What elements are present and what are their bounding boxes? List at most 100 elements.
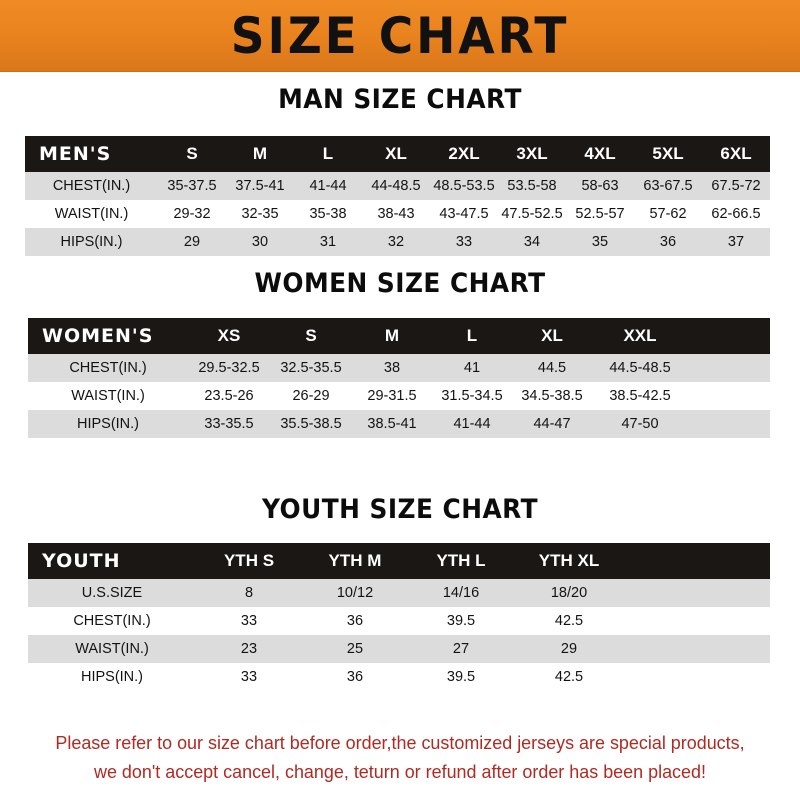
men-column-header: M xyxy=(226,136,294,172)
youth-row-label: U.S.SIZE xyxy=(28,579,196,607)
youth-table-head: YOUTH YTH S YTH M YTH L YTH XL xyxy=(28,543,770,579)
youth-section-title: YOUTH SIZE CHART xyxy=(261,494,539,525)
youth-size-table: YOUTH YTH S YTH M YTH L YTH XL U.S.SIZE 8 10/1… xyxy=(28,543,770,691)
youth-column-header: YTH XL xyxy=(514,543,624,579)
disclaimer-line-1: Please refer to our size chart before or… xyxy=(55,732,745,753)
youth-cell: 18/20 xyxy=(514,579,624,607)
women-table-head: WOMEN'S XS S M L XL XXL xyxy=(28,318,770,354)
men-cell: 41-44 xyxy=(294,172,362,200)
order-policy-disclaimer: Please refer to our size chart before or… xyxy=(12,728,788,786)
youth-cell xyxy=(624,579,770,607)
women-cell: 23.5-26 xyxy=(188,382,270,410)
youth-table-row: U.S.SIZE 8 10/12 14/16 18/20 xyxy=(28,579,770,607)
men-cell: 35-37.5 xyxy=(158,172,226,200)
youth-table-body: U.S.SIZE 8 10/12 14/16 18/20 CHEST(IN.) 33 36 39… xyxy=(28,579,770,691)
men-column-header: S xyxy=(158,136,226,172)
men-cell: 37.5-41 xyxy=(226,172,294,200)
youth-cell xyxy=(624,607,770,635)
women-cell: 41 xyxy=(432,354,512,382)
youth-cell: 39.5 xyxy=(408,607,514,635)
women-row-label-header: WOMEN'S xyxy=(28,318,188,354)
men-cell: 34 xyxy=(498,228,566,256)
men-cell: 38-43 xyxy=(362,200,430,228)
youth-cell: 42.5 xyxy=(514,663,624,691)
youth-table-row: HIPS(IN.) 33 36 39.5 42.5 xyxy=(28,663,770,691)
youth-cell: 42.5 xyxy=(514,607,624,635)
men-cell: 52.5-57 xyxy=(566,200,634,228)
men-table-row: CHEST(IN.) 35-37.5 37.5-41 41-44 44-48.5 48.5… xyxy=(25,172,770,200)
women-table-body: CHEST(IN.) 29.5-32.5 32.5-35.5 38 41 44.5 44.5… xyxy=(28,354,770,438)
youth-column-header: YTH M xyxy=(302,543,408,579)
men-cell: 44-48.5 xyxy=(362,172,430,200)
men-cell: 43-47.5 xyxy=(430,200,498,228)
men-table-row: HIPS(IN.) 29 30 31 32 33 34 35 36 37 xyxy=(25,228,770,256)
women-cell xyxy=(688,410,770,438)
youth-column-header xyxy=(624,543,770,579)
women-cell: 32.5-35.5 xyxy=(270,354,352,382)
youth-cell: 25 xyxy=(302,635,408,663)
youth-cell xyxy=(624,663,770,691)
men-column-header: 4XL xyxy=(566,136,634,172)
men-cell: 35-38 xyxy=(294,200,362,228)
men-cell: 47.5-52.5 xyxy=(498,200,566,228)
women-cell: 47-50 xyxy=(592,410,688,438)
youth-row-label: HIPS(IN.) xyxy=(28,663,196,691)
youth-cell: 39.5 xyxy=(408,663,514,691)
youth-cell: 36 xyxy=(302,663,408,691)
youth-table-row: WAIST(IN.) 23 25 27 29 xyxy=(28,635,770,663)
women-column-header: S xyxy=(270,318,352,354)
youth-header-row: YOUTH YTH S YTH M YTH L YTH XL xyxy=(28,543,770,579)
women-row-label: CHEST(IN.) xyxy=(28,354,188,382)
men-table-row: WAIST(IN.) 29-32 32-35 35-38 38-43 43-47.5 47.… xyxy=(25,200,770,228)
men-row-label: HIPS(IN.) xyxy=(25,228,158,256)
men-section-title: MAN SIZE CHART xyxy=(278,84,522,115)
women-cell: 29-31.5 xyxy=(352,382,432,410)
women-cell xyxy=(688,382,770,410)
women-size-table: WOMEN'S XS S M L XL XXL CHEST(IN.) 29.5-32.5 32.… xyxy=(28,318,770,438)
men-table-body: CHEST(IN.) 35-37.5 37.5-41 41-44 44-48.5 48.5… xyxy=(25,172,770,256)
men-cell: 62-66.5 xyxy=(702,200,770,228)
women-size-table-container: WOMEN'S XS S M L XL XXL CHEST(IN.) 29.5-32.5 32.… xyxy=(28,318,770,438)
women-column-header: XS xyxy=(188,318,270,354)
women-row-label: WAIST(IN.) xyxy=(28,382,188,410)
youth-cell: 36 xyxy=(302,607,408,635)
page-banner: SIZE CHART xyxy=(0,0,800,72)
men-column-header: 3XL xyxy=(498,136,566,172)
youth-cell: 10/12 xyxy=(302,579,408,607)
women-table-row: HIPS(IN.) 33-35.5 35.5-38.5 38.5-41 41-44 44-… xyxy=(28,410,770,438)
women-cell: 38 xyxy=(352,354,432,382)
men-cell: 58-63 xyxy=(566,172,634,200)
youth-cell: 14/16 xyxy=(408,579,514,607)
women-cell: 34.5-38.5 xyxy=(512,382,592,410)
men-column-header: 5XL xyxy=(634,136,702,172)
men-cell: 63-67.5 xyxy=(634,172,702,200)
women-column-header: L xyxy=(432,318,512,354)
women-column-header: XL xyxy=(512,318,592,354)
men-cell: 30 xyxy=(226,228,294,256)
men-column-header: XL xyxy=(362,136,430,172)
men-column-header: 6XL xyxy=(702,136,770,172)
youth-cell: 33 xyxy=(196,607,302,635)
men-row-label-header: MEN'S xyxy=(25,136,158,172)
men-cell: 53.5-58 xyxy=(498,172,566,200)
youth-cell xyxy=(624,635,770,663)
youth-row-label-header: YOUTH xyxy=(28,543,196,579)
disclaimer-line-2: we don't accept cancel, change, teturn o… xyxy=(94,761,706,782)
youth-row-label: CHEST(IN.) xyxy=(28,607,196,635)
men-cell: 29 xyxy=(158,228,226,256)
women-cell: 33-35.5 xyxy=(188,410,270,438)
women-section-title: WOMEN SIZE CHART xyxy=(254,268,546,299)
men-cell: 33 xyxy=(430,228,498,256)
women-cell: 26-29 xyxy=(270,382,352,410)
women-table-row: CHEST(IN.) 29.5-32.5 32.5-35.5 38 41 44.5 44.5… xyxy=(28,354,770,382)
youth-cell: 8 xyxy=(196,579,302,607)
women-row-label: HIPS(IN.) xyxy=(28,410,188,438)
men-cell: 36 xyxy=(634,228,702,256)
women-column-header xyxy=(688,318,770,354)
women-cell: 44.5 xyxy=(512,354,592,382)
men-size-table: MEN'S S M L XL 2XL 3XL 4XL 5XL 6XL CHEST(IN.) 35-3… xyxy=(25,136,770,256)
men-cell: 57-62 xyxy=(634,200,702,228)
women-cell: 44-47 xyxy=(512,410,592,438)
men-row-label: CHEST(IN.) xyxy=(25,172,158,200)
women-cell: 29.5-32.5 xyxy=(188,354,270,382)
